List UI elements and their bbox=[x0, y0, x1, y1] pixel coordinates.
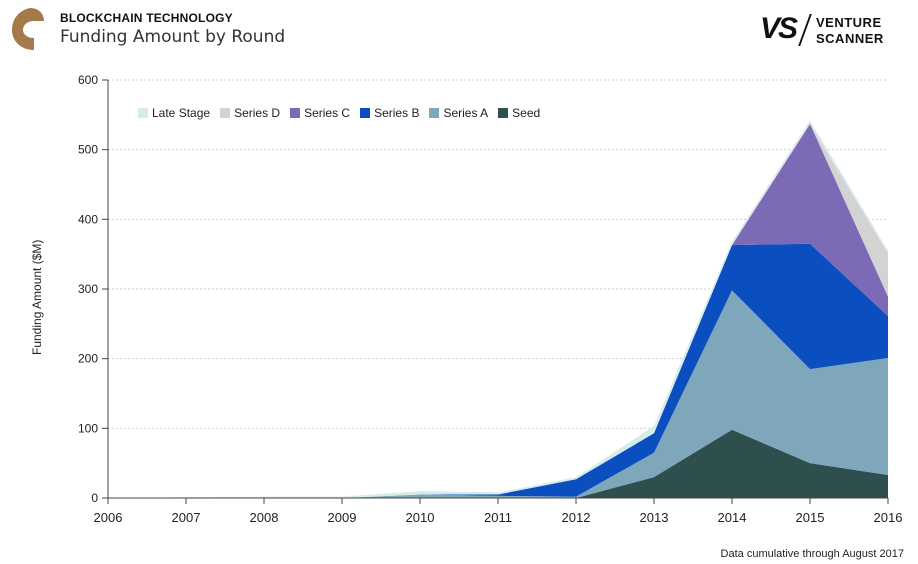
area-seed bbox=[108, 429, 888, 498]
x-tick-label: 2008 bbox=[250, 510, 279, 525]
axes: 0 100 200 300 400 500 600 2006 2007 2008 2009 2010 2… bbox=[78, 73, 902, 525]
x-tick-label: 2011 bbox=[484, 510, 512, 525]
legend: Late Stage Series D Series C Series B Series… bbox=[138, 106, 540, 120]
legend-item-late-stage: Late Stage bbox=[138, 106, 210, 120]
brand-line-2: SCANNER bbox=[816, 31, 884, 46]
legend-label: Series C bbox=[304, 106, 351, 120]
y-axis-label: Funding Amount ($M) bbox=[30, 239, 44, 355]
y-tick-label: 500 bbox=[78, 143, 98, 157]
x-tick-label: 2010 bbox=[406, 510, 435, 525]
legend-item-series-c: Series C bbox=[290, 106, 350, 120]
x-tick-label: 2014 bbox=[718, 510, 747, 525]
legend-label: Seed bbox=[512, 106, 541, 120]
area-series-c bbox=[108, 123, 888, 498]
venture-scanner-leaf-logo-icon bbox=[12, 8, 44, 50]
header: BLOCKCHAIN TECHNOLOGY Funding Amount by … bbox=[0, 0, 918, 60]
legend-item-series-b: Series B bbox=[360, 106, 419, 120]
legend-swatch bbox=[138, 108, 148, 118]
legend-label: Series D bbox=[234, 106, 281, 120]
x-tick-label: 2006 bbox=[94, 510, 123, 525]
area-series-b bbox=[108, 243, 888, 498]
y-tick-label: 200 bbox=[78, 352, 98, 366]
x-tick-label: 2007 bbox=[172, 510, 201, 525]
y-tick-label: 600 bbox=[78, 73, 98, 87]
stacked-areas bbox=[108, 120, 888, 498]
legend-swatch bbox=[220, 108, 231, 118]
y-tick-label: 300 bbox=[78, 282, 98, 296]
brand-line-1: VENTURE bbox=[816, 15, 882, 30]
page-kicker: BLOCKCHAIN TECHNOLOGY bbox=[60, 11, 233, 25]
legend-item-seed: Seed bbox=[498, 106, 540, 120]
x-tick-label: 2009 bbox=[328, 510, 357, 525]
x-tick-label: 2015 bbox=[796, 510, 825, 525]
legend-swatch bbox=[360, 108, 371, 118]
y-tick-label: 400 bbox=[78, 212, 98, 226]
legend-label: Series A bbox=[443, 106, 489, 120]
chart-title: Funding Amount by Round bbox=[60, 27, 286, 47]
x-tick-label: 2012 bbox=[562, 510, 591, 525]
area-series-a bbox=[108, 290, 888, 498]
brand-mark: VS bbox=[760, 12, 798, 45]
x-tick-label: 2013 bbox=[640, 510, 669, 525]
legend-swatch bbox=[290, 108, 301, 118]
legend-item-series-a: Series A bbox=[429, 106, 488, 120]
y-tick-label: 100 bbox=[78, 421, 98, 435]
legend-label: Series B bbox=[374, 106, 420, 120]
legend-swatch bbox=[498, 108, 509, 118]
legend-label: Late Stage bbox=[152, 106, 211, 120]
legend-swatch bbox=[429, 108, 440, 118]
x-tick-label: 2016 bbox=[874, 510, 903, 525]
venture-scanner-brand: VS VENTURE SCANNER bbox=[760, 12, 910, 50]
y-tick-label: 0 bbox=[91, 491, 98, 505]
footnote: Data cumulative through August 2017 bbox=[720, 548, 904, 560]
legend-item-series-d: Series D bbox=[220, 106, 280, 120]
